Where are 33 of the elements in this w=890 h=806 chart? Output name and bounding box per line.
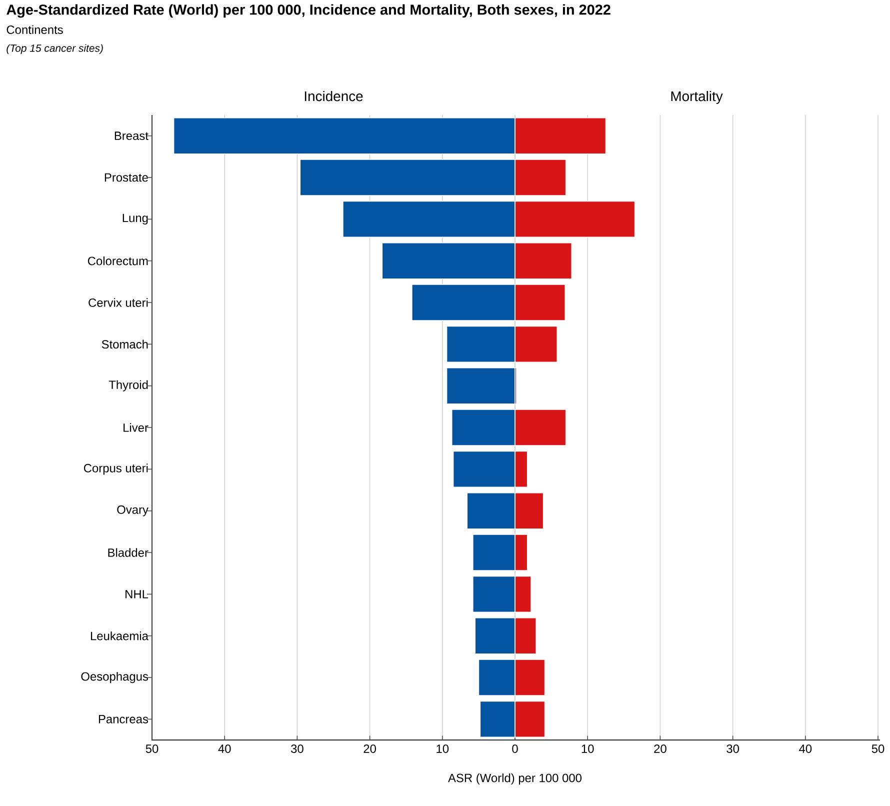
y-tick-label: Leukaemia — [90, 631, 148, 640]
x-tick-label: 30 — [291, 744, 304, 753]
x-tick-label: 50 — [872, 744, 884, 753]
y-tick-label: Bladder — [108, 548, 148, 557]
x-tick-label: 0 — [512, 744, 518, 753]
chart-title: Incidence — [304, 90, 363, 102]
x-tick-label: 20 — [364, 744, 376, 753]
text: Age-Standardized Rate (World) per 100 000, Incidence and Mortality, Both sexes, in 2022 — [6, 4, 610, 18]
y-tick-label: Lung — [122, 214, 148, 225]
y-tick-label: Breast — [114, 132, 148, 140]
x-tick-label: 20 — [654, 744, 666, 753]
x-tick-label: 10 — [582, 744, 594, 753]
text: Continents — [6, 25, 63, 34]
y-tick-label: Ovary — [117, 505, 148, 516]
y-tick-label: Corpus uteri — [84, 464, 148, 475]
y-tick-label: Prostate — [104, 173, 148, 182]
y-tick-label: Liver — [124, 423, 148, 432]
x-tick-label: 10 — [436, 744, 449, 753]
y-tick-label: Cervix uteri — [88, 298, 148, 307]
y-tick-label: Colorectum — [88, 256, 148, 266]
x-tick-label: 40 — [218, 744, 231, 753]
bar — [446, 367, 516, 404]
y-tick-label: Thyroid — [108, 380, 148, 392]
x-tick-label: 50 — [146, 744, 158, 753]
x-tick-label: 40 — [799, 744, 812, 753]
x-tick-label: 30 — [726, 744, 739, 753]
y-tick-label: Stomach — [102, 340, 148, 349]
chart-title: Mortality — [671, 90, 723, 104]
text: (Top 15 cancer sites) — [6, 44, 103, 54]
y-tick-label: Pancreas — [98, 715, 148, 724]
y-tick-label: NHL — [126, 590, 148, 598]
y-tick-label: Oesophagus — [81, 672, 148, 684]
x-axis-title: ASR (World) per 100 000 — [448, 773, 582, 785]
